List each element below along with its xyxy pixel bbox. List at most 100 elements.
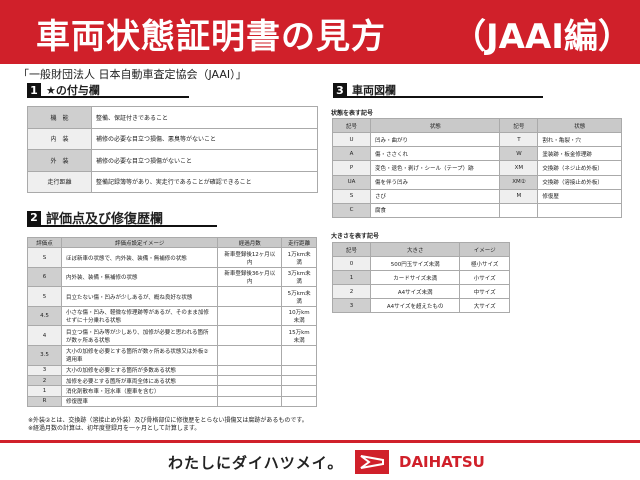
table-cell [499, 202, 539, 219]
table-cell: P [332, 160, 371, 176]
table-cell: 6 [27, 266, 62, 288]
table-cell: 10万km未満 [281, 305, 317, 327]
criteria-label: 外 装 [27, 149, 92, 172]
table-cell: 2 [332, 284, 371, 299]
table-row: 5 目立たない傷・凹みが少しあるが、概ね良好な状態 5万km未満 [27, 286, 317, 307]
table-row: 3 A4サイズを超えたもの 大サイズ [332, 298, 510, 313]
table-cell: XM② [499, 174, 539, 190]
column-header: イメージ [459, 242, 510, 257]
table-cell: 0 [332, 256, 371, 271]
table-cell: A [332, 146, 371, 162]
footnote: ※経過月数の計算は、初年度登録月を一ヶ月として計算します。 [28, 425, 201, 432]
daihatsu-logo: DAIHATSU [355, 448, 485, 476]
table-cell: C [332, 202, 371, 219]
criteria-text: 整備、保証付きであること [91, 106, 318, 129]
section-title: 車両図欄 [352, 84, 396, 97]
table-cell: 3万km未満 [281, 266, 317, 288]
table-cell [217, 286, 283, 307]
table-cell [217, 395, 283, 408]
table-row: 4 目立つ傷・凹み等が少しあり、加修が必要と思われる箇所が数ヶ所ある状態 15万km… [27, 325, 317, 346]
table-cell: さび [369, 188, 501, 204]
table-header-row: 記号 大きさ イメージ [332, 242, 510, 257]
table-cell: M [499, 188, 539, 204]
column-header: 評価点設定イメージ [60, 236, 219, 249]
table-cell: UA [332, 174, 371, 190]
table-cell: 小サイズ [459, 270, 510, 285]
organization-name: 「一般財団法人 日本自動車査定協会（JAAI）」 [18, 68, 247, 81]
table-cell: 傷を伴う凹み [369, 174, 501, 190]
table-cell: 腐食 [369, 202, 501, 219]
table-row: C 腐食 [332, 202, 622, 219]
state-symbols-table: 記号 状態 記号 状態 U 凹み・曲がり T 割れ・亀裂・穴 A 傷・ささくれ W 塗装跡・板金修理跡… [332, 117, 622, 219]
table-cell: 目立つ傷・凹み等が少しあり、加修が必要と思われる箇所が数ヶ所ある状態 [60, 325, 219, 346]
section-title: ★の付与欄 [46, 84, 100, 97]
column-header: 大きさ [369, 242, 461, 257]
table-cell [537, 202, 622, 219]
table-cell: 大サイズ [459, 298, 510, 313]
table-cell: T [499, 132, 539, 148]
table-row: UA 傷を伴う凹み XM② 交換跡（溶接止め外板） [332, 174, 622, 190]
star-criteria-table: 機 能整備、保証付きであること内 装補修の必要な目立つ損傷、悪臭等がないこと外 … [27, 106, 318, 193]
table-cell: 割れ・亀裂・穴 [537, 132, 622, 148]
table-cell: 1万km未満 [281, 247, 317, 268]
table-cell: 中サイズ [459, 284, 510, 299]
page-subtitle: （JAAI編） [452, 17, 632, 57]
table-cell: 新車登録後12ヶ月以内 [217, 247, 283, 268]
table-cell: S [27, 247, 62, 268]
brand-name: DAIHATSU [399, 453, 485, 471]
table-row: U 凹み・曲がり T 割れ・亀裂・穴 [332, 132, 622, 148]
table-cell: W [499, 146, 539, 162]
table-cell: 傷・ささくれ [369, 146, 501, 162]
table-cell: R [27, 395, 62, 408]
table-cell [281, 364, 317, 376]
table-row: 外 装補修の必要な目立つ損傷がないこと [27, 149, 318, 172]
table-cell: 3.5 [27, 345, 62, 366]
table-cell: A4サイズを超えたもの [369, 298, 461, 313]
criteria-text: 補修の必要な目立つ損傷がないこと [91, 149, 318, 172]
table-row: R 修復歴車 [27, 395, 317, 408]
section-number: 1 [27, 83, 41, 97]
table-cell [217, 325, 283, 346]
table-cell: 5 [27, 286, 62, 307]
criteria-label: 内 装 [27, 127, 92, 150]
table-cell: 修復歴車 [60, 395, 219, 408]
table-cell [281, 345, 317, 366]
size-symbols-title: 大きさを表す記号 [331, 233, 380, 240]
table-cell: 目立たない傷・凹みが少しあるが、概ね良好な状態 [60, 286, 219, 307]
section1-heading: 1 ★の付与欄 [27, 83, 189, 98]
section-number: 3 [333, 83, 347, 97]
table-cell: 加修を必要とする箇所が車両全体にある状態 [60, 374, 219, 387]
criteria-label: 走行距離 [27, 170, 92, 193]
column-header: 走行距離 [281, 236, 317, 249]
table-cell [217, 374, 283, 387]
state-symbols-title: 状態を表す記号 [331, 110, 374, 117]
column-header: 経過月数 [217, 236, 283, 249]
section-number: 2 [27, 210, 41, 225]
table-cell: 15万km未満 [281, 325, 317, 346]
divider [0, 440, 640, 443]
column-header: 記号 [332, 242, 371, 257]
table-cell: 小さな傷・凹み、軽微な修理跡等があるが、そのまま加修せずに十分乗れる状態 [60, 305, 219, 327]
table-cell: 大小の加修を必要とする箇所が多数ある状態 [60, 364, 219, 376]
table-header-row: 評価点 評価点設定イメージ 経過月数 走行距離 [27, 236, 317, 249]
table-cell: カードサイズ未満 [369, 270, 461, 285]
table-cell: 大小の加修を必要とする箇所が数ヶ所ある状態又は外板②適用車 [60, 345, 219, 366]
table-row: 0 500円玉サイズ未満 極小サイズ [332, 256, 510, 271]
table-cell: 交換跡（溶接止め外板） [537, 174, 622, 190]
table-cell: ほぼ新車の状態で、内外装、装備・無補修の状態 [60, 247, 219, 268]
table-cell: S [332, 188, 371, 204]
table-cell [281, 395, 317, 408]
table-row: 内 装補修の必要な目立つ損傷、悪臭等がないこと [27, 127, 318, 150]
table-row: P 変色・退色・剥げ・シール（テープ）跡 XM 交換跡（ネジ止め外板） [332, 160, 622, 176]
table-cell: 凹み・曲がり [369, 132, 501, 148]
table-cell: 500円玉サイズ未満 [369, 256, 461, 271]
table-cell: A4サイズ未満 [369, 284, 461, 299]
section2-heading: 2 評価点及び修復歴欄 [27, 210, 217, 227]
daihatsu-emblem-icon [355, 450, 389, 474]
table-row: A 傷・ささくれ W 塗装跡・板金修理跡 [332, 146, 622, 162]
footnote: ※外装②とは、交換跡（溶接止め外装）及び骨格部位に修復歴をとらない損傷又は腐跡が… [28, 417, 308, 424]
table-cell: 5万km未満 [281, 286, 317, 307]
table-cell [281, 385, 317, 397]
table-cell: 2 [27, 374, 62, 387]
table-row: 3 大小の加修を必要とする箇所が多数ある状態 [27, 364, 317, 376]
